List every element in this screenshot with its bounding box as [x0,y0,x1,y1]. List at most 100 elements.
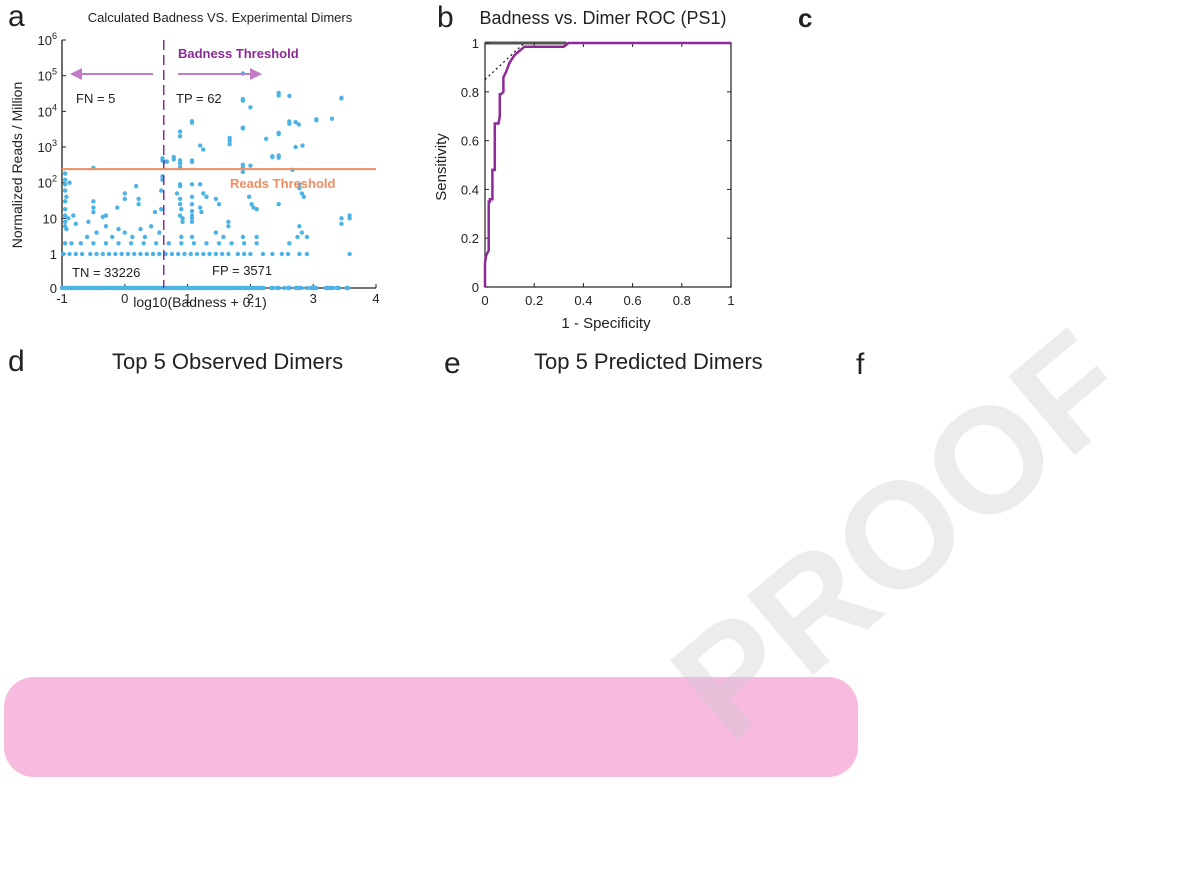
scatter-point [242,241,246,245]
scatter-point [107,252,111,256]
panel-b-ytick-label: 1 [472,36,479,51]
panel-b-ytick-label: 0 [472,280,479,295]
scatter-point [116,241,120,245]
scatter-point [190,160,194,164]
panel-a-ytick-label: 106 [37,31,57,48]
scatter-point [192,241,196,245]
scatter-point [190,121,194,125]
scatter-point [248,105,252,109]
scatter-point [254,207,258,211]
scatter-point [178,129,182,133]
scatter-point [180,220,184,224]
scatter-point [198,182,202,186]
scatter-point [69,241,73,245]
scatter-point [154,241,158,245]
left-arrow-icon [70,68,82,80]
scatter-point [195,252,199,256]
scatter-point [91,241,95,245]
scatter-point [94,230,98,234]
scatter-point [159,188,163,192]
panel-a-xtick-label: 4 [372,291,379,306]
scatter-point [297,252,301,256]
scatter-point [305,252,309,256]
panel-b-ytick-label: 0.6 [461,134,479,149]
scatter-point [254,241,258,245]
panel-a-ytick-label: 102 [37,174,57,191]
scatter-point [190,182,194,186]
scatter-point [346,286,350,290]
scatter-point [198,143,202,147]
scatter-point [226,220,230,224]
scatter-point [314,286,318,290]
scatter-point [331,286,335,290]
scatter-point [270,252,274,256]
scatter-point [287,122,291,126]
scatter-point [138,227,142,231]
scatter-point [190,195,194,199]
scatter-point [91,199,95,203]
scatter-point [63,171,67,175]
scatter-point [236,252,240,256]
scatter-point [74,252,78,256]
scatter-point [242,252,246,256]
scatter-point [305,235,309,239]
scatter-point [299,286,303,290]
scatter-point [189,252,193,256]
scatter-point [300,230,304,234]
scatter-point [178,202,182,206]
panel-a-xlabel: log10(Badness + 0.1) [133,294,266,310]
scatter-point [64,227,68,231]
panel-a-ytick-label: 1 [50,247,57,262]
scatter-point [104,241,108,245]
fp-count: FP = 3571 [212,263,272,278]
scatter-point [241,97,245,101]
panel-a-xtick-label: 3 [310,291,317,306]
scatter-point [63,199,67,203]
scatter-point [261,252,265,256]
scatter-point [165,159,169,163]
scatter-point [226,252,230,256]
scatter-point [248,252,252,256]
right-arrow-icon [250,68,262,80]
scatter-point [264,137,268,141]
scatter-point [123,191,127,195]
scatter-point [64,195,68,199]
scatter-point [170,252,174,256]
panel-a-ytick-label: 103 [37,138,57,155]
scatter-point [204,241,208,245]
scatter-point [167,241,171,245]
scatter-point [287,94,291,98]
scatter-point [71,213,75,217]
scatter-point [347,252,351,256]
scatter-point [130,235,134,239]
panel-b-ylabel: Sensitivity [433,133,450,201]
scatter-point [63,241,67,245]
scatter-point [153,210,157,214]
scatter-point [221,235,225,239]
scatter-point [302,195,306,199]
scatter-point [271,286,275,290]
scatter-point [113,252,117,256]
scatter-point [149,224,153,228]
panel-b-title: Badness vs. Dimer ROC (PS1) [479,8,726,28]
scatter-point [300,143,304,147]
scatter-point [214,230,218,234]
scatter-point [172,155,176,159]
scatter-point [241,170,245,174]
scatter-point [67,252,71,256]
roc-curve [485,43,731,287]
panel-b-ytick-label: 0.2 [461,231,479,246]
panel-a-ytick-label: 0 [50,281,57,296]
scatter-point [116,227,120,231]
panel-a-xtick-label: 0 [121,291,128,306]
scatter-point [276,132,280,136]
scatter-point [179,235,183,239]
scatter-point [179,241,183,245]
scatter-point [276,286,280,290]
scatter-point [134,184,138,188]
scatter-point [157,252,161,256]
scatter-point [330,117,334,121]
scatter-point [295,235,299,239]
scatter-point [201,147,205,151]
scatter-point [270,155,274,159]
